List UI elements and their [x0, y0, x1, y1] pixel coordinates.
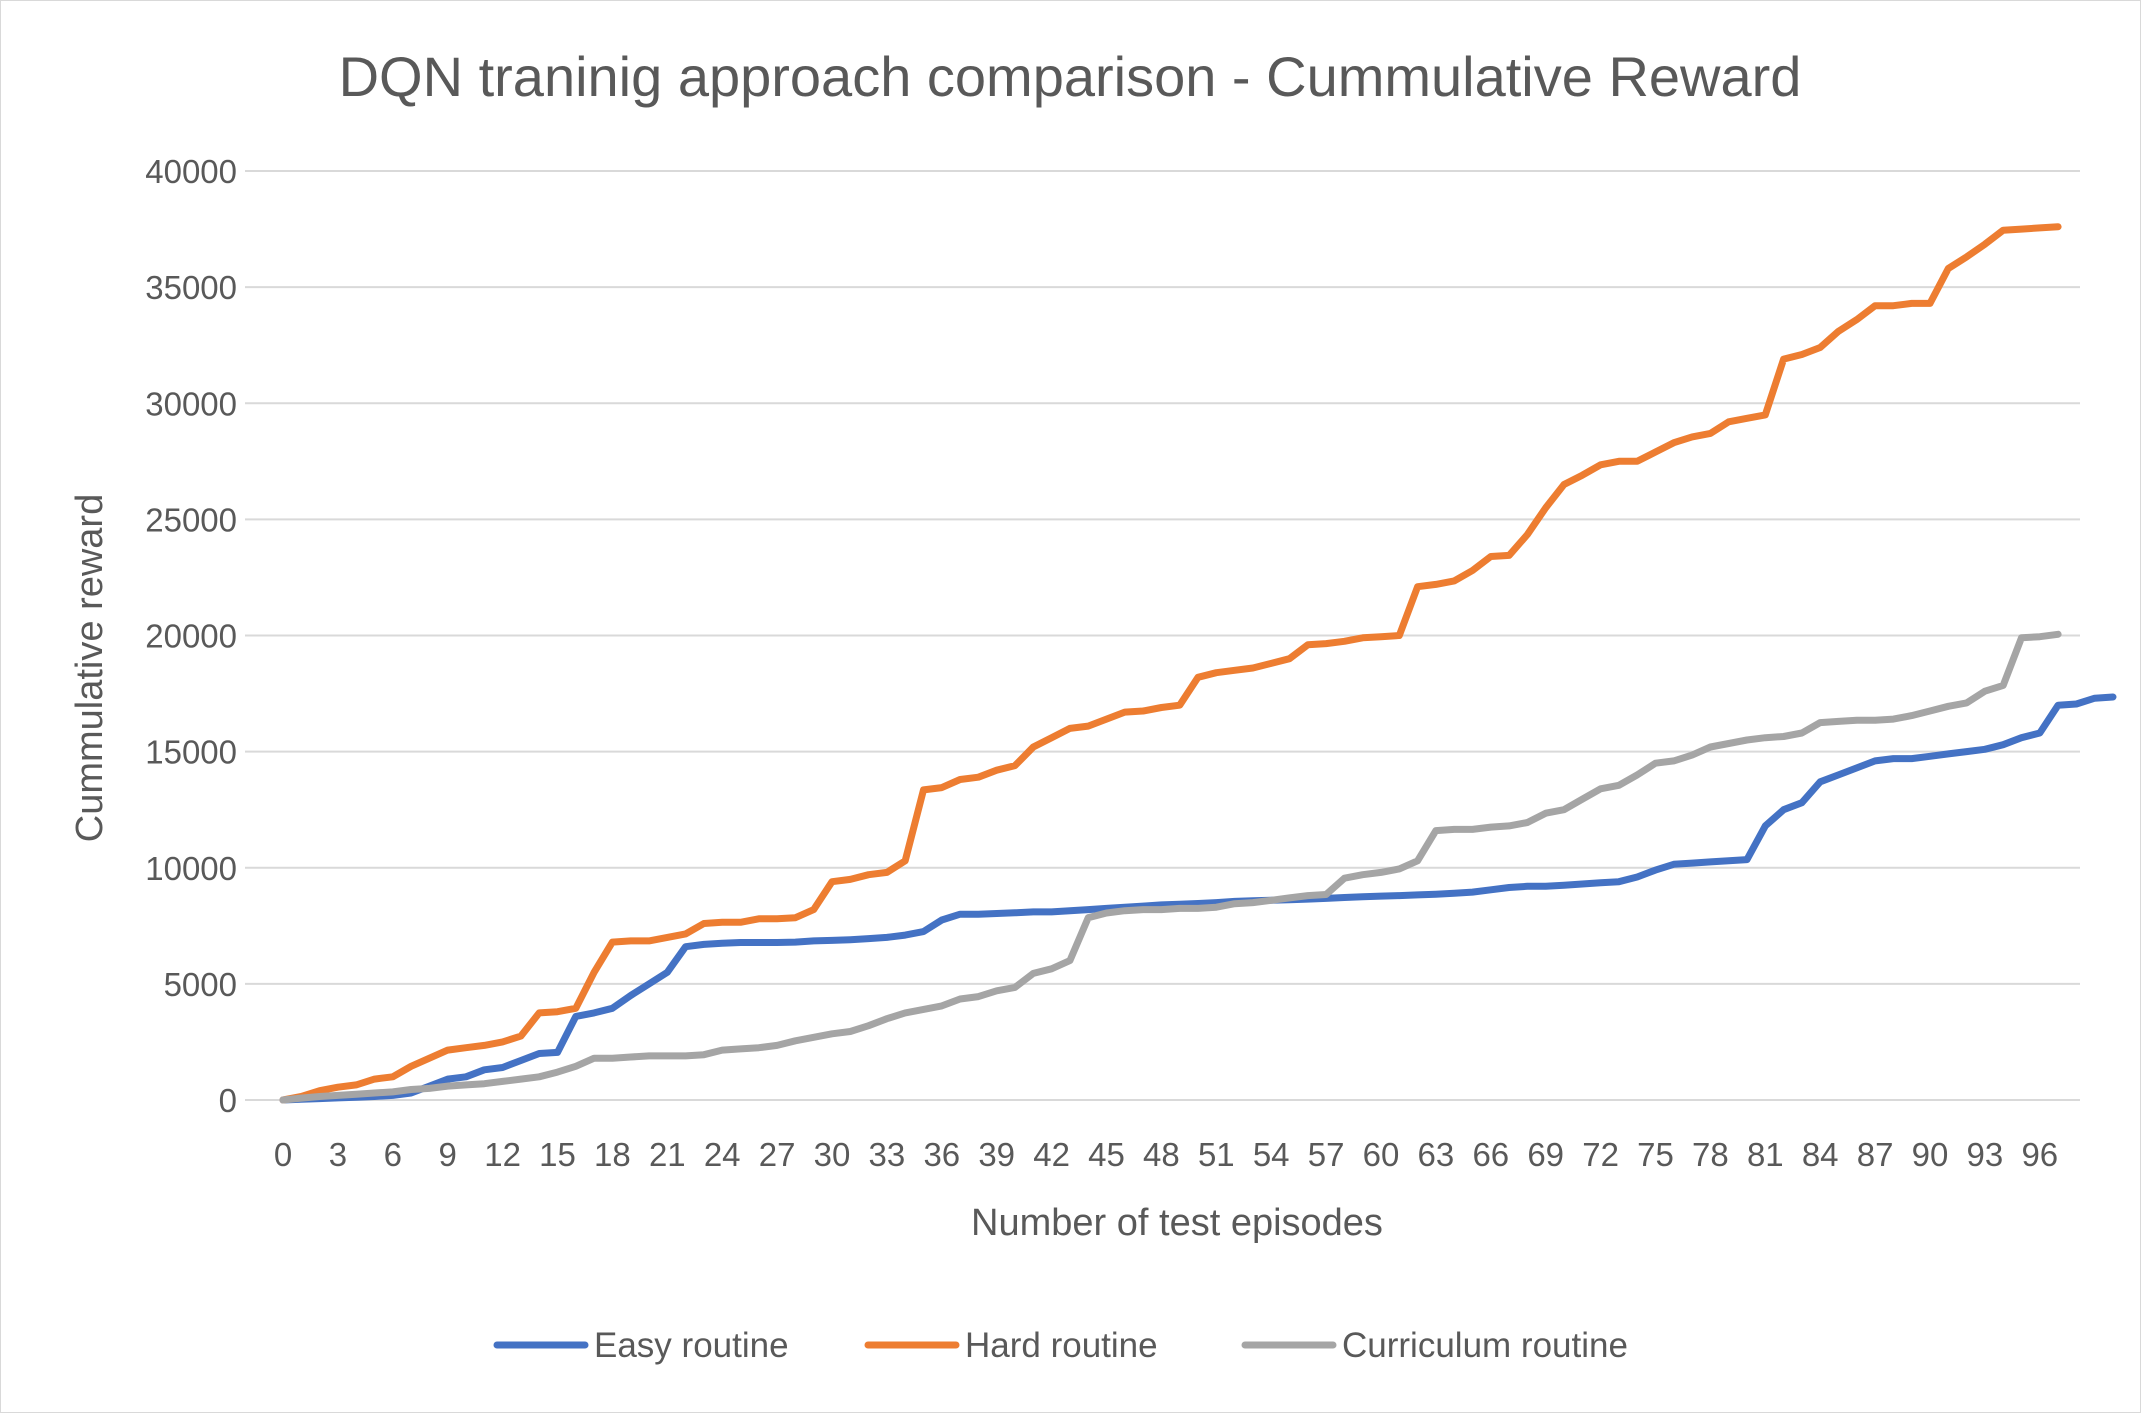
x-tick-label: 42	[1033, 1136, 1070, 1173]
x-tick-label: 6	[384, 1136, 402, 1173]
x-tick-label: 30	[814, 1136, 851, 1173]
series-lines	[279, 223, 2117, 1104]
y-tick-label: 15000	[145, 734, 237, 771]
y-tick-label: 40000	[145, 153, 237, 190]
x-tick-label: 12	[484, 1136, 521, 1173]
y-tick-label: 30000	[145, 385, 237, 422]
x-tick-label: 0	[274, 1136, 292, 1173]
x-tick-label: 18	[594, 1136, 631, 1173]
x-tick-label: 24	[704, 1136, 741, 1173]
y-tick-label: 10000	[145, 850, 237, 887]
x-tick-label: 81	[1747, 1136, 1784, 1173]
legend-label-hard-routine: Hard routine	[965, 1326, 1158, 1365]
x-tick-label: 57	[1308, 1136, 1345, 1173]
x-tick-label: 93	[1967, 1136, 2004, 1173]
y-tick-label: 35000	[145, 269, 237, 306]
x-tick-label: 72	[1582, 1136, 1619, 1173]
y-tick-label: 25000	[145, 501, 237, 538]
x-tick-label: 48	[1143, 1136, 1180, 1173]
legend-label-easy-routine: Easy routine	[594, 1326, 789, 1365]
gridlines	[245, 170, 2080, 1101]
y-axis-tick-labels: 0 5000 10000 15000 20000 25000 30000 35000 40000	[145, 153, 237, 1119]
x-tick-label: 36	[923, 1136, 960, 1173]
y-tick-label: 20000	[145, 618, 237, 655]
x-tick-label: 96	[2021, 1136, 2058, 1173]
x-tick-label: 60	[1363, 1136, 1400, 1173]
series-line-curriculum-routine	[279, 630, 2062, 1104]
y-tick-label: 5000	[164, 966, 237, 1003]
x-tick-label: 78	[1692, 1136, 1729, 1173]
x-axis-title: Number of test episodes	[971, 1202, 1383, 1244]
series-line-easy-routine	[279, 693, 2117, 1104]
x-tick-label: 51	[1198, 1136, 1235, 1173]
x-tick-label: 63	[1418, 1136, 1455, 1173]
x-tick-label: 33	[869, 1136, 906, 1173]
x-tick-label: 66	[1472, 1136, 1509, 1173]
x-tick-label: 45	[1088, 1136, 1125, 1173]
x-tick-label: 15	[539, 1136, 576, 1173]
chart-title: DQN traninig approach comparison - Cummu…	[339, 45, 1802, 108]
x-tick-label: 9	[439, 1136, 457, 1173]
x-tick-label: 21	[649, 1136, 686, 1173]
x-axis-tick-labels: 0 3 6 9 12 15 18 21 24 27 30 33 36 39 42 45 48 51 54 57 60 63…	[274, 1136, 2058, 1173]
x-tick-label: 90	[1912, 1136, 1949, 1173]
legend: Easy routine Hard routine Curriculum routi…	[493, 1326, 1628, 1365]
x-tick-label: 69	[1527, 1136, 1564, 1173]
x-tick-label: 39	[978, 1136, 1015, 1173]
x-tick-label: 54	[1253, 1136, 1290, 1173]
y-tick-label: 0	[219, 1082, 237, 1119]
x-tick-label: 75	[1637, 1136, 1674, 1173]
x-tick-label: 3	[329, 1136, 347, 1173]
x-tick-label: 87	[1857, 1136, 1894, 1173]
legend-label-curriculum-routine: Curriculum routine	[1342, 1326, 1628, 1365]
series-line-hard-routine	[279, 223, 2062, 1104]
x-tick-label: 27	[759, 1136, 796, 1173]
y-axis-title: Cummulative reward	[69, 494, 111, 842]
x-tick-label: 84	[1802, 1136, 1839, 1173]
